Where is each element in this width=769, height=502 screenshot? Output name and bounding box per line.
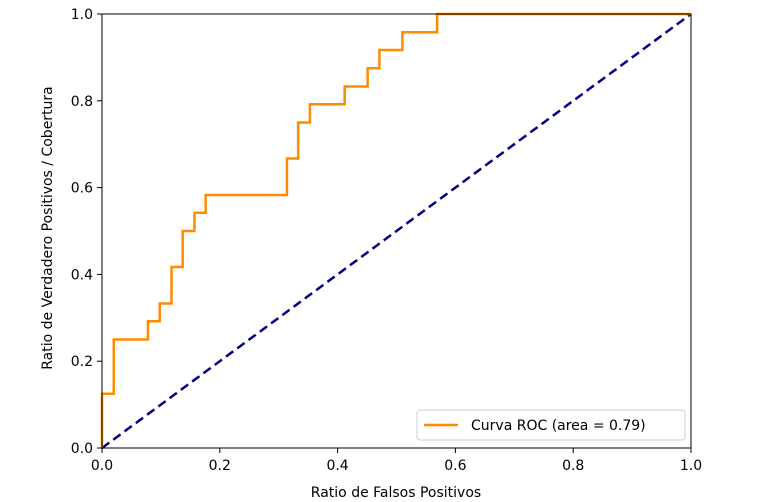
y-tick-label: 1.0 xyxy=(71,7,93,23)
x-tick-label: 0.2 xyxy=(209,458,231,474)
legend-label: Curva ROC (area = 0.79) xyxy=(471,418,646,434)
y-tick-label: 0.6 xyxy=(71,181,93,197)
y-tick-label: 0.8 xyxy=(71,94,93,110)
axes-layer: 0.0 0.2 0.4 0.6 0.8 1.0 0.0 0.2 0.4 0.6 0.8 1.0 xyxy=(71,7,702,474)
roc-curve-line xyxy=(100,12,691,448)
y-tick-label: 0.2 xyxy=(71,354,93,370)
legend: Curva ROC (area = 0.79) xyxy=(416,409,686,441)
x-tick-label: 0.0 xyxy=(91,458,113,474)
x-tick-label: 1.0 xyxy=(680,458,702,474)
plot-layer xyxy=(100,12,692,450)
y-tick-label: 0.0 xyxy=(71,441,93,457)
x-tick-label: 0.6 xyxy=(444,458,466,474)
y-tick-label: 0.4 xyxy=(71,267,93,283)
x-tick-label: 0.4 xyxy=(326,458,348,474)
chance-diagonal-line xyxy=(101,12,692,450)
axes-frame xyxy=(101,13,692,449)
y-axis-title: Ratio de Verdadero Positivos / Cobertura xyxy=(40,86,56,370)
legend-box xyxy=(416,409,686,441)
x-axis-title: Ratio de Falsos Positivos xyxy=(311,485,481,501)
x-tick-label: 0.8 xyxy=(562,458,584,474)
